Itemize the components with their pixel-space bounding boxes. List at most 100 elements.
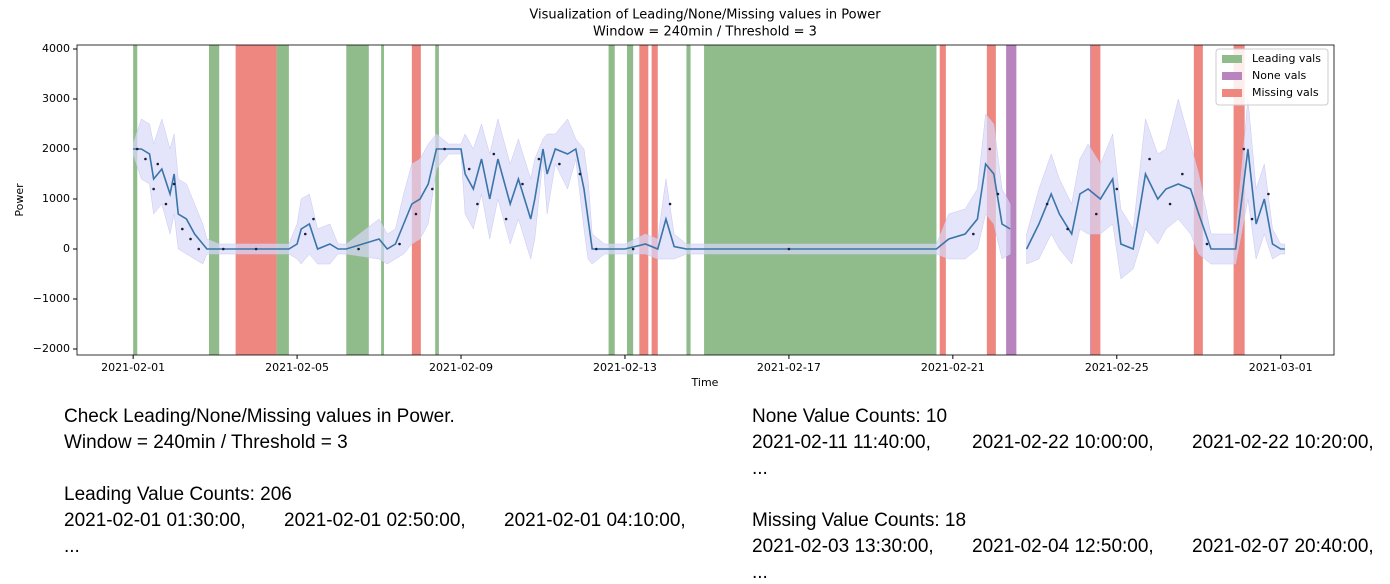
point <box>431 187 434 191</box>
span <box>381 45 384 355</box>
point <box>1181 172 1184 176</box>
section-title: Leading Value Counts: 206 <box>64 484 292 505</box>
point <box>1250 217 1254 221</box>
timestamp: 2021-02-22 10:20:00, <box>1192 432 1374 453</box>
point <box>222 247 225 251</box>
point <box>1148 157 1151 161</box>
point <box>135 147 139 151</box>
x-tick-label: 2021-03-01 <box>1249 361 1313 374</box>
section-title: None Value Counts: 10 <box>752 406 948 427</box>
section-title: Missing Value Counts: 18 <box>752 510 967 531</box>
span <box>608 45 615 355</box>
x-tick-label: 2021-02-25 <box>1085 361 1149 374</box>
legend-swatch <box>1222 89 1242 97</box>
point <box>1094 212 1098 216</box>
timestamp: 2021-02-22 10:00:00, <box>972 432 1154 453</box>
confidence-band <box>1026 98 1286 280</box>
span <box>704 45 937 355</box>
line <box>1025 148 1285 251</box>
legend-label: Missing vals <box>1252 86 1319 99</box>
point <box>1267 192 1270 196</box>
timestamp: 2021-02-01 01:30:00, <box>64 510 246 531</box>
line <box>133 147 1011 251</box>
span <box>686 45 691 355</box>
legend-box <box>1215 48 1329 106</box>
legend-swatch <box>1222 55 1242 63</box>
chart: Visualization of Leading/None/Missing va… <box>13 8 1335 389</box>
y-tick-label: 0 <box>63 242 70 255</box>
x-tick-label: 2021-02-09 <box>429 361 493 374</box>
x-tick-label: 2021-02-01 <box>101 361 165 374</box>
point <box>312 217 315 221</box>
y-tick-label: 1000 <box>42 192 70 205</box>
point <box>1045 202 1049 206</box>
legend-label: Leading vals <box>1252 52 1321 65</box>
timestamp: 2021-02-03 13:30:00, <box>752 536 934 557</box>
span <box>208 45 220 355</box>
legend: Leading vals None vals Missing vals <box>1215 48 1329 106</box>
report-heading: Check Leading/None/Missing values in Pow… <box>64 406 455 427</box>
x-tick-label: 2021-02-21 <box>921 361 985 374</box>
span <box>627 45 634 355</box>
span <box>276 45 289 355</box>
x-tick-label: 2021-02-13 <box>593 361 657 374</box>
point <box>189 237 192 241</box>
point <box>972 232 975 236</box>
point <box>172 182 176 186</box>
timestamp: 2021-02-07 20:40:00, <box>1192 536 1374 557</box>
chart-title: Visualization of Leading/None/Missing va… <box>529 8 881 23</box>
point <box>1205 242 1209 246</box>
point <box>1242 147 1246 151</box>
x-axis-label: Time <box>691 376 719 389</box>
point <box>521 182 524 186</box>
point <box>443 147 446 151</box>
point <box>414 212 418 216</box>
legend-swatch <box>1222 72 1242 80</box>
point <box>467 167 471 171</box>
point <box>787 247 791 251</box>
span <box>435 45 439 355</box>
more-indicator: ... <box>752 458 768 479</box>
span <box>235 45 277 355</box>
point <box>594 247 598 251</box>
point <box>398 242 401 246</box>
point <box>197 247 201 251</box>
point <box>1066 227 1069 231</box>
point <box>631 247 635 251</box>
span <box>133 45 138 355</box>
point <box>144 157 147 161</box>
y-axis-label: Power <box>13 183 26 217</box>
timestamp: 2021-02-01 04:10:00, <box>504 510 686 531</box>
timestamp: 2021-02-11 11:40:00, <box>752 432 931 453</box>
point <box>1115 187 1119 191</box>
point <box>1168 202 1172 206</box>
point <box>476 202 479 206</box>
y-tick-label: 4000 <box>42 42 70 55</box>
span <box>639 45 649 355</box>
legend-label: None vals <box>1252 69 1307 82</box>
point <box>578 172 582 176</box>
point <box>996 192 1000 196</box>
point <box>988 147 992 151</box>
chart-subtitle: Window = 240min / Threshold = 3 <box>593 25 817 40</box>
span <box>651 45 658 355</box>
timestamp: 2021-02-04 12:50:00, <box>972 536 1154 557</box>
point <box>668 202 672 206</box>
x-tick-label: 2021-02-05 <box>265 361 329 374</box>
point <box>254 247 258 251</box>
point <box>152 187 155 191</box>
point <box>164 202 168 206</box>
point <box>537 157 541 161</box>
point <box>504 217 508 221</box>
y-tick-label: 2000 <box>42 142 70 155</box>
report-heading: Window = 240min / Threshold = 3 <box>64 432 348 453</box>
point <box>156 162 160 166</box>
more-indicator: ... <box>64 536 80 557</box>
point <box>492 152 496 156</box>
point <box>181 227 184 231</box>
point <box>357 247 360 251</box>
y-tick-label: 3000 <box>42 92 70 105</box>
span <box>1006 45 1017 355</box>
y-tick-label: −2000 <box>33 342 70 355</box>
